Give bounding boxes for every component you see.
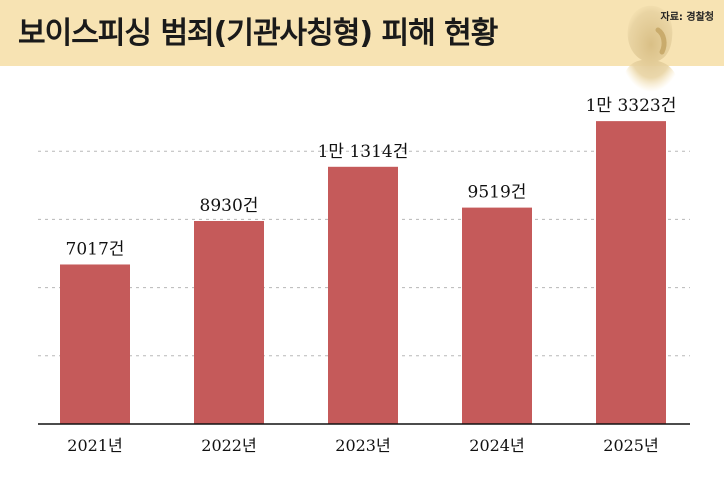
source-label: 자료: 경찰청: [660, 12, 714, 23]
bar-2025년: [596, 121, 666, 424]
value-label-2022년: 8930건: [200, 196, 259, 216]
x-tick-label-2021년: 2021년: [67, 436, 122, 455]
bar-2022년: [194, 220, 264, 424]
value-label-2023년: 1만 1314건: [318, 142, 409, 162]
chart-title: 보이스피싱 범죄(기관사칭형) 피해 현황: [18, 16, 498, 51]
bar-2021년: [60, 264, 130, 424]
x-tick-label-2023년: 2023년: [335, 436, 390, 455]
x-tick-label-2024년: 2024년: [469, 436, 524, 455]
x-tick-label-2025년: 2025년: [603, 436, 658, 455]
person-on-phone-illustration: [622, 5, 680, 92]
x-tick-label-2022년: 2022년: [201, 436, 256, 455]
value-label-2021년: 7017건: [66, 239, 125, 259]
value-label-2025년: 1만 3323건: [586, 96, 677, 116]
bar-2024년: [462, 207, 532, 424]
value-label-2024년: 9519건: [468, 183, 527, 203]
header-banner: [0, 0, 724, 66]
bar-2023년: [328, 166, 398, 425]
